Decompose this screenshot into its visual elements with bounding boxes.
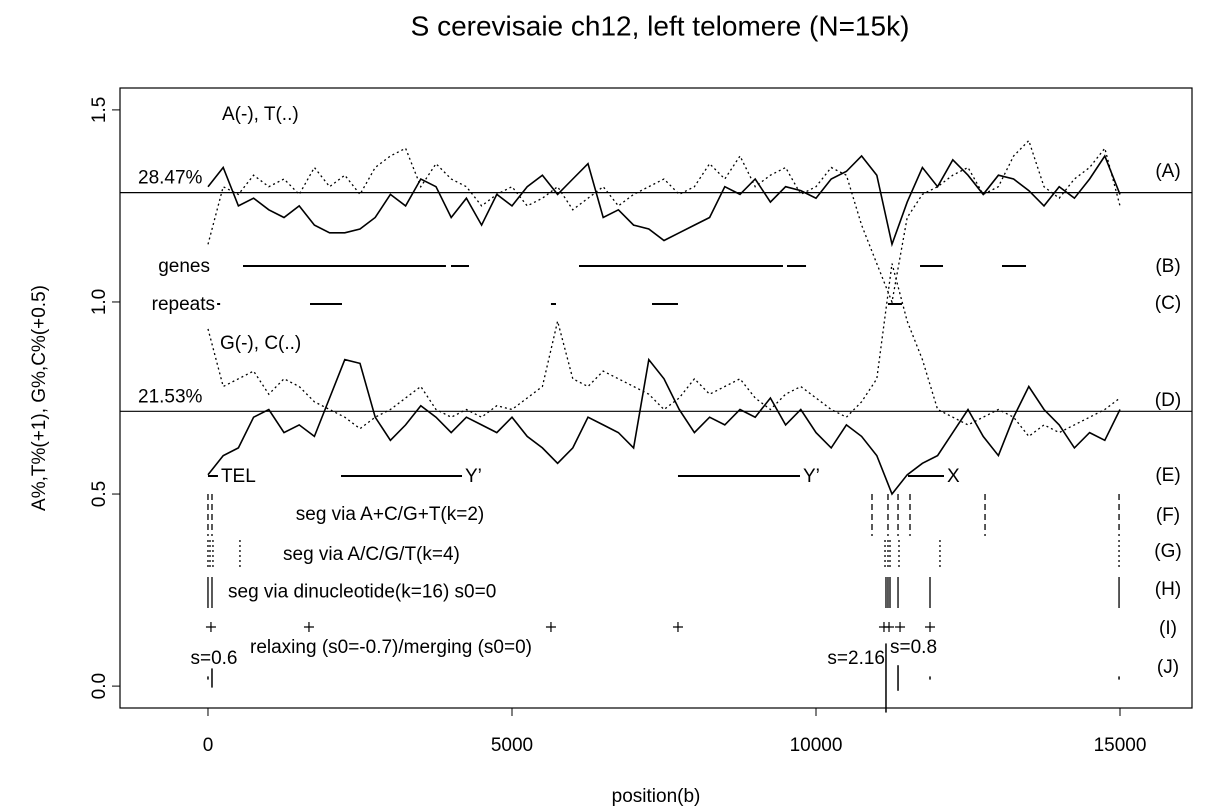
row-tag: (I) [1159, 618, 1177, 639]
y-tick-label: 1.5 [89, 97, 110, 123]
score-label: s=2.16 [827, 648, 885, 669]
x-tick-label: 10000 [790, 735, 843, 756]
row-tag: (B) [1155, 256, 1180, 277]
plus-marker [895, 622, 906, 632]
row-tag: (D) [1155, 390, 1181, 411]
chart-title: S cerevisaie ch12, left telomere (N=15k) [411, 10, 910, 41]
track-label: seg via A/C/G/T(k=4) [283, 544, 460, 565]
row-tag: (J) [1157, 657, 1179, 678]
track-label: seg via dinucleotide(k=16) s0=0 [228, 582, 496, 603]
series-label: G(-), C(..) [220, 333, 301, 354]
series-line [207, 154, 1121, 248]
score-label: s=0.8 [890, 637, 937, 658]
series-line [207, 139, 1121, 305]
track-label: genes [158, 256, 210, 277]
x-tick-label: 0 [203, 735, 214, 756]
y-axis-label: A%,T%(+1), G%,C%(+0.5) [29, 285, 50, 511]
plus-marker [545, 622, 556, 632]
track-label: repeats [152, 294, 215, 315]
plus-marker [303, 622, 314, 632]
reference-label: 28.47% [138, 168, 203, 189]
segment-label: Y’ [465, 466, 482, 487]
series-label: A(-), T(..) [222, 104, 299, 125]
reference-label: 21.53% [138, 386, 203, 407]
plus-marker [884, 622, 895, 632]
y-tick-label: 0.0 [89, 673, 110, 699]
row-tag: (F) [1156, 505, 1180, 526]
plus-marker [925, 622, 936, 632]
plus-marker [672, 622, 683, 632]
series-line [207, 357, 1121, 496]
segment-label: Y’ [803, 466, 820, 487]
x-tick-label: 15000 [1094, 735, 1147, 756]
score-label: s=0.6 [190, 648, 237, 669]
segment-label: X [947, 466, 960, 487]
plus-marker [205, 622, 216, 632]
track-label: seg via A+C/G+T(k=2) [296, 504, 485, 525]
x-axis-label: position(b) [612, 786, 701, 806]
row-tag: (A) [1155, 161, 1180, 182]
row-tag: (G) [1154, 541, 1181, 562]
row-tag: (H) [1155, 579, 1181, 600]
x-tick-label: 5000 [491, 735, 533, 756]
segment-label: TEL [221, 466, 256, 487]
row-tag: (C) [1155, 293, 1181, 314]
y-tick-label: 0.5 [89, 481, 110, 507]
track-label: relaxing (s0=-0.7)/merging (s0=0) [250, 637, 532, 658]
y-tick-label: 1.0 [89, 289, 110, 315]
row-tag: (E) [1155, 465, 1180, 486]
